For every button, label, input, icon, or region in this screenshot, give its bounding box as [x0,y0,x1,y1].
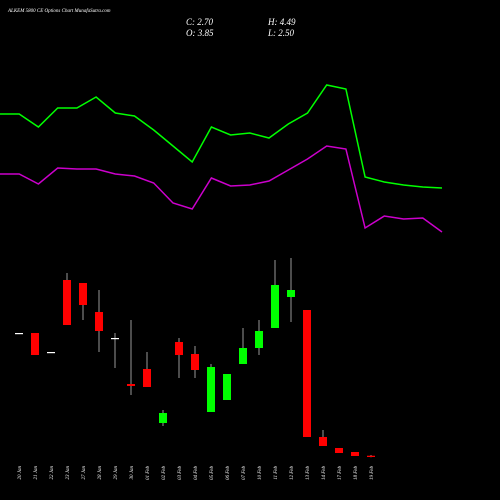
indicator-line [0,145,443,233]
x-tick-label: 10 Feb [258,466,263,481]
x-tick-label: 27 Jan [82,466,87,480]
candle-body [271,285,279,328]
x-tick-label: 17 Feb [338,466,343,481]
candle-body [175,342,183,355]
x-tick-label: 22 Jan [50,466,55,480]
ohlc-label: C: 2.70 [186,17,214,27]
x-tick-label: 13 Feb [306,466,311,481]
indicator-line [0,84,443,189]
x-tick-label: 12 Feb [290,466,295,481]
x-tick-label: 05 Feb [210,466,215,481]
x-tick-label: 21 Jan [34,466,39,480]
candle-body [367,455,375,457]
candle-body [63,280,71,325]
candle-body [15,333,23,335]
x-tick-label: 30 Jan [130,466,135,480]
x-tick-label: 04 Feb [194,466,199,481]
x-tick-label: 02 Feb [162,466,167,481]
candle-body [111,338,119,340]
x-tick-label: 11 Feb [274,466,279,480]
candle-body [303,310,311,437]
ohlc-label: H: 4.49 [267,17,296,27]
candle-body [127,384,135,386]
chart-title: ALKEM 5800 CE Options Chart MunafaSutra.… [7,9,111,14]
x-tick-label: 19 Feb [370,466,375,481]
candle-body [191,354,199,370]
x-tick-label: 03 Feb [178,466,183,481]
x-tick-label: 06 Feb [226,466,231,481]
x-tick-label: 18 Feb [354,466,359,481]
x-tick-label: 23 Jan [66,466,71,480]
candle-body [351,452,359,456]
ohlc-label: O: 3.85 [186,28,214,38]
ohlc-label: L: 2.50 [267,28,295,38]
candle-body [31,333,39,355]
candle-body [287,290,295,297]
candle-body [47,352,55,354]
candle-body [143,369,151,387]
x-tick-label: 14 Feb [322,466,327,481]
x-tick-label: 01 Feb [146,466,151,481]
candle-body [207,367,215,412]
candle-body [159,413,167,423]
x-tick-label: 20 Jan [18,466,23,480]
candle-body [335,448,343,453]
candle-body [319,437,327,446]
x-tick-label: 07 Feb [242,466,247,481]
candle-body [255,331,263,348]
x-tick-label: 28 Jan [98,466,103,480]
candle-body [239,348,247,364]
candle-body [79,283,87,305]
x-tick-label: 29 Jan [114,466,119,480]
candle-body [95,312,103,331]
candle-body [223,374,231,400]
